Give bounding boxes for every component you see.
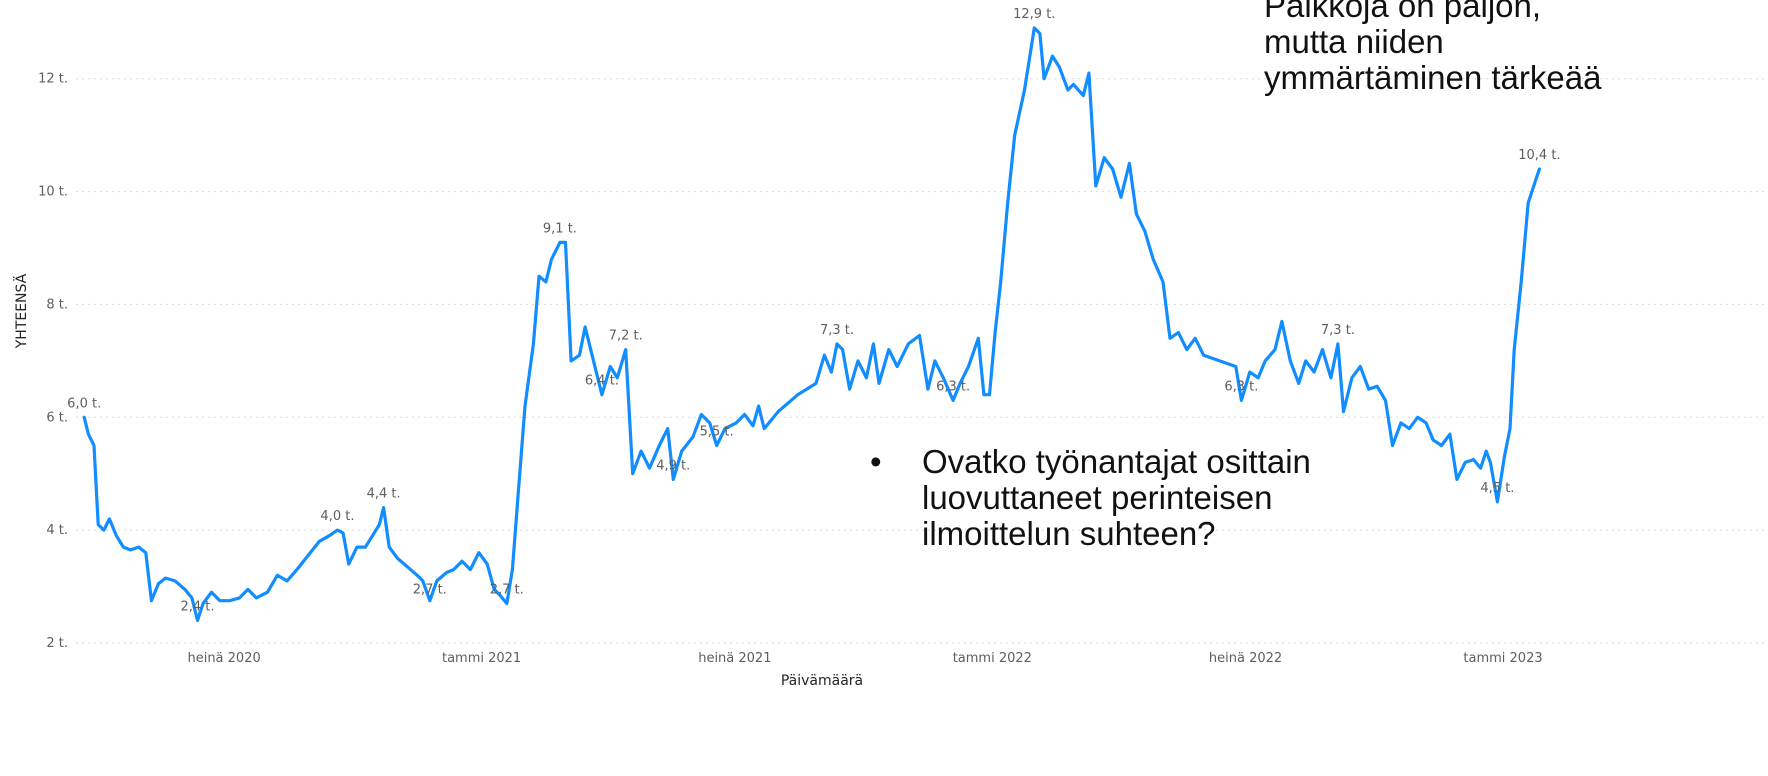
y-tick-label: 10 t. (38, 185, 68, 200)
x-axis-title: Päivämäärä (781, 673, 863, 689)
y-tick-label: 2 t. (46, 636, 68, 651)
data-label: 6,0 t. (67, 396, 101, 411)
data-label: 6,3 t. (1224, 379, 1258, 394)
x-tick-label: tammi 2023 (1463, 651, 1542, 666)
y-axis-title: YHTEENSÄ (12, 273, 30, 349)
data-label: 5,5 t. (700, 425, 734, 440)
data-label: 7,3 t. (820, 323, 854, 338)
y-tick-label: 4 t. (46, 523, 68, 538)
callout-top-line-2: mutta niiden (1264, 23, 1444, 60)
bullet-line-3: ilmoittelun suhteen? (922, 515, 1216, 552)
x-tick-label: tammi 2022 (953, 651, 1032, 666)
x-tick-label: tammi 2021 (442, 651, 521, 666)
data-label: 2,7 t. (413, 583, 447, 598)
data-label: 6,3 t. (936, 379, 970, 394)
data-label: 4,0 t. (320, 509, 354, 524)
callout-text-top: Paikkoja on paljon, mutta niiden ymmärtä… (1264, 0, 1601, 96)
data-label: 2,4 t. (181, 599, 215, 614)
data-label: 9,1 t. (543, 221, 577, 236)
data-label: 12,9 t. (1013, 7, 1055, 22)
data-labels: 6,0 t. 2,4 t. 4,0 t. 4,4 t. 2,7 t. 2,7 t. 9,1 … (67, 7, 1560, 615)
bullet-symbol: • (870, 443, 882, 480)
data-label: 2,7 t. (490, 583, 524, 598)
x-tick-label: heinä 2020 (187, 651, 260, 666)
data-label: 10,4 t. (1518, 148, 1560, 163)
data-label: 7,2 t. (609, 329, 643, 344)
bullet-line-1: Ovatko työnantajat osittain (922, 443, 1311, 480)
data-label: 7,3 t. (1321, 323, 1355, 338)
callout-top-line-1: Paikkoja on paljon, (1264, 0, 1542, 24)
data-label: 4,4 t. (367, 487, 401, 502)
callout-top-line-3: ymmärtäminen tärkeää (1264, 59, 1602, 96)
y-tick-label: 12 t. (38, 72, 68, 87)
gridlines (76, 78, 1768, 644)
y-axis-ticks: 2 t. 4 t. 6 t. 8 t. 10 t. 12 t. (38, 72, 68, 651)
x-tick-label: heinä 2022 (1209, 651, 1282, 666)
y-tick-label: 8 t. (46, 297, 68, 312)
data-label: 4,5 t. (1480, 481, 1514, 496)
x-tick-label: heinä 2021 (698, 651, 771, 666)
series-layer (82, 26, 1541, 622)
series-line (82, 26, 1541, 622)
data-label: 6,4 t. (585, 374, 619, 389)
data-label: 4,9 t. (656, 458, 690, 473)
y-tick-label: 6 t. (46, 410, 68, 425)
x-axis-ticks: heinä 2020 tammi 2021 heinä 2021 tammi 2022… (187, 651, 1542, 666)
bullet-line-2: luovuttaneet perinteisen (922, 479, 1273, 516)
